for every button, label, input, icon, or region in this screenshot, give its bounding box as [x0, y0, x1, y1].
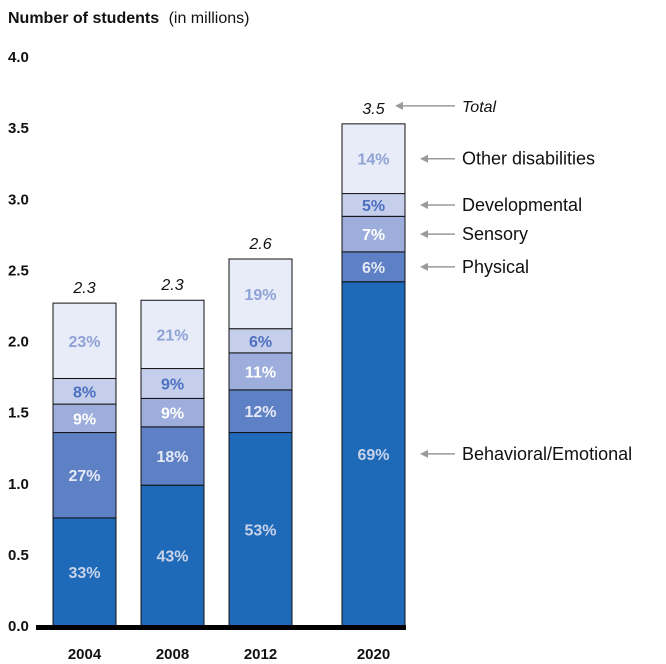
- bar-segment: [228, 432, 293, 627]
- bar-segment: [228, 389, 293, 434]
- segment-label: 5%: [362, 198, 385, 215]
- x-axis-baseline: [36, 625, 406, 630]
- bar-segment: [52, 517, 117, 627]
- bar-segment: [140, 426, 205, 486]
- total-label: 2.3: [160, 277, 183, 294]
- segment-label: 33%: [68, 565, 100, 582]
- legend-arrow-head: [420, 154, 428, 163]
- bar-segment: [52, 377, 117, 405]
- segment-label: 19%: [244, 287, 276, 304]
- legend-label: Other disabilities: [462, 149, 595, 169]
- bar-segment: [140, 368, 205, 399]
- segment-label: 8%: [73, 384, 96, 401]
- segment-label: 7%: [362, 227, 385, 244]
- segment-label: 53%: [244, 522, 276, 539]
- chart-title-main: Number of students: [8, 10, 159, 27]
- bar-segment: [140, 484, 205, 627]
- x-tick-label: 2012: [244, 646, 277, 663]
- plot-area: 0.0 0.5 1.0 1.5 2.0 2.5 3.0 3.5 4.0 33% 27% 9% 8% 23%…: [8, 49, 632, 663]
- y-tick-label: 3.0: [8, 191, 29, 208]
- segment-label: 6%: [249, 334, 272, 351]
- segment-label: 69%: [357, 447, 389, 464]
- y-tick-label: 3.5: [8, 120, 29, 137]
- segment-label: 11%: [245, 364, 276, 381]
- bar-segment: [228, 258, 293, 330]
- legend-total-label: Total: [462, 99, 497, 116]
- segment-label: 23%: [68, 334, 100, 351]
- bar-segment: [52, 432, 117, 519]
- segment-label: 9%: [161, 406, 184, 423]
- legend-arrow-head: [395, 101, 403, 110]
- legend-label: Developmental: [462, 195, 582, 215]
- x-tick-label: 2004: [68, 646, 102, 663]
- segment-label: 27%: [68, 468, 100, 485]
- legend-label: Behavioral/Emotional: [462, 444, 632, 464]
- y-tick-label: 4.0: [8, 49, 29, 66]
- y-tick-label: 1.5: [8, 405, 29, 422]
- x-tick-label: 2008: [156, 646, 189, 663]
- bar-segment: [341, 123, 406, 195]
- legend-label: Sensory: [462, 224, 528, 244]
- x-tick-label: 2020: [357, 646, 390, 663]
- bar-segment: [52, 302, 117, 379]
- legend-arrow-head: [420, 449, 428, 458]
- total-label: 2.6: [248, 236, 271, 253]
- total-label: 3.5: [362, 101, 384, 118]
- segment-label: 9%: [161, 376, 184, 393]
- segment-label: 18%: [156, 449, 188, 466]
- total-label: 2.3: [72, 280, 95, 297]
- segment-label: 21%: [156, 327, 188, 344]
- bar-segment: [140, 397, 205, 428]
- segment-label: 43%: [156, 549, 188, 566]
- bar-segment: [341, 281, 406, 627]
- segment-label: 9%: [73, 411, 96, 428]
- segment-label: 14%: [357, 152, 389, 169]
- segment-label: 6%: [362, 260, 385, 277]
- legend-arrow-head: [420, 200, 428, 209]
- bar-segment: [228, 352, 293, 391]
- y-tick-label: 2.5: [8, 262, 29, 279]
- legend-label: Physical: [462, 257, 529, 277]
- legend-arrow-head: [420, 230, 428, 239]
- y-tick-label: 0.5: [8, 547, 29, 564]
- bar-segment: [341, 215, 406, 253]
- chart-title-unit: (in millions): [169, 10, 250, 27]
- segment-label: 12%: [244, 404, 276, 421]
- y-tick-label: 1.0: [8, 476, 29, 493]
- chart-title: Number of students (in millions): [8, 10, 249, 27]
- bar-segment: [341, 251, 406, 283]
- y-tick-label: 0.0: [8, 618, 29, 635]
- y-tick-label: 2.0: [8, 334, 29, 351]
- bar-segment: [140, 299, 205, 370]
- legend-arrow-head: [420, 262, 428, 271]
